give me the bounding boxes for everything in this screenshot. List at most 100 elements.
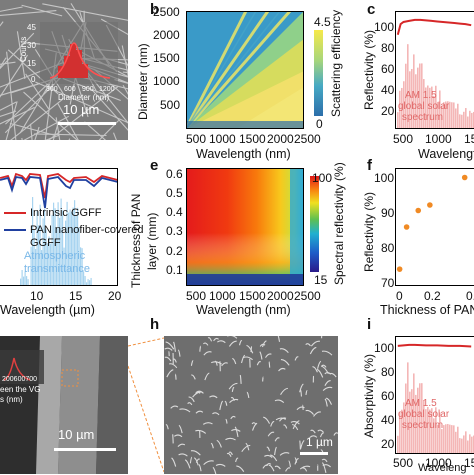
b-ytick-1500: 1500 [153, 52, 180, 64]
zoom-connector [128, 336, 164, 474]
d-legend-3: GGFF [30, 237, 61, 249]
d-xtick-15: 15 [69, 290, 82, 302]
c-ytick-60: 60 [381, 63, 394, 75]
inset-histogram [40, 22, 118, 84]
d-xtick-10: 10 [30, 290, 43, 302]
i-xtick-500: 500 [393, 457, 413, 469]
legend-swatch-blue [4, 229, 26, 231]
c-ytick-80: 80 [381, 42, 394, 54]
e-ytick-0.2: 0.2 [166, 245, 183, 257]
flake [173, 434, 174, 443]
i-ytick-60: 60 [381, 390, 394, 402]
f-ylabel: Reflectivity (%) [363, 192, 375, 272]
d-legend-2: PAN nanofiber-covered [30, 224, 144, 236]
i-annot-3: spectrum [402, 420, 443, 432]
sem-image-h: 1 µm [164, 336, 338, 474]
f-xtick-0.2: 0.2 [424, 290, 441, 302]
d-xlabel: Wavelength (µm) [0, 304, 95, 317]
e-cbar-min: 15 [314, 274, 327, 286]
c-ytick-100: 100 [374, 21, 394, 33]
d-annot-1: Atmospheric [24, 250, 85, 262]
b-xtick-2000: 2000 [267, 133, 294, 145]
c-xtick-500: 500 [393, 133, 413, 145]
frame-b [186, 11, 304, 129]
legend-swatch-red [4, 212, 26, 214]
d-annot-2: transmittance [24, 263, 90, 275]
b-cbar-min: 0 [316, 118, 323, 130]
scale-bar-h [300, 452, 328, 455]
e-xtick-2500: 2500 [294, 290, 321, 302]
i-ytick-20: 20 [381, 438, 394, 450]
f-xlabel: Thickness of PAN [380, 304, 474, 317]
c-ylabel: Reflectivity (%) [363, 30, 375, 110]
b-cbar-label: Scattering efficiency [330, 10, 342, 117]
flake [300, 441, 301, 450]
scale-bar-a [58, 122, 116, 125]
colorbar-b [314, 30, 323, 116]
scale-bar-label-a: 10 µm [63, 104, 99, 116]
panel-label-c: c [367, 2, 375, 17]
g-inset-l2: s (nm) [0, 394, 23, 406]
e-cbar-max: 100 [312, 172, 332, 184]
c-xlabel: Wavelength [418, 148, 474, 161]
c-xtick-1000: 1000 [425, 133, 452, 145]
e-xlabel: Wavelength (nm) [196, 304, 291, 317]
i-ylabel: Absorptivity (%) [363, 354, 375, 438]
e-xtick-1000: 1000 [209, 290, 236, 302]
f-ytick-70: 70 [381, 277, 394, 289]
b-xtick-1000: 1000 [209, 133, 236, 145]
scale-bar-label-g: 10 µm [58, 429, 94, 441]
scale-bar-g [54, 448, 116, 451]
e-ytick-0.4: 0.4 [166, 206, 183, 218]
fiber-texture [0, 0, 128, 140]
frame-f [395, 168, 474, 286]
f-xtick-0: 0 [396, 290, 403, 302]
flake [263, 377, 264, 381]
panel-label-h: h [150, 317, 159, 332]
b-ytick-1000: 1000 [153, 75, 180, 87]
f-ytick-80: 80 [381, 242, 394, 254]
e-xtick-500: 500 [186, 290, 206, 302]
e-ylabel-2: layer (mm) [146, 213, 158, 270]
i-xlabel: Waveleng [418, 462, 467, 475]
panel-label-e: e [150, 158, 158, 173]
c-ytick-40: 40 [381, 84, 394, 96]
e-xtick-1500: 1500 [239, 290, 266, 302]
e-xtick-2000: 2000 [267, 290, 294, 302]
e-cbar-label: Spectral reflectivity (%) [333, 162, 345, 285]
e-ytick-0.5: 0.5 [166, 187, 183, 199]
inset-tick-0: 0 [31, 74, 35, 86]
colorbar-e [310, 176, 319, 272]
inset-tick-45: 45 [27, 22, 36, 34]
c-annot-3: spectrum [402, 112, 443, 124]
sem-image-g: 200600700 een the VG s (nm) 10 µm [0, 336, 128, 474]
b-xtick-2500: 2500 [294, 133, 321, 145]
b-xtick-1500: 1500 [239, 133, 266, 145]
d-xtick-20: 20 [108, 290, 121, 302]
panel-label-i: i [367, 317, 371, 332]
e-ytick-0.3: 0.3 [166, 225, 183, 237]
f-xtick-0.x: 0. [466, 290, 474, 302]
e-ytick-0.6: 0.6 [166, 168, 183, 180]
i-ytick-100: 100 [374, 342, 394, 354]
b-xlabel: Wavelength (nm) [196, 148, 291, 161]
sem-image-a: 45 30 15 0 Counts 300 600 900 1200 Diame… [0, 0, 128, 140]
e-ylabel-1: Thickness of PAN [130, 194, 142, 288]
f-ytick-100: 100 [374, 172, 394, 184]
i-ytick-80: 80 [381, 366, 394, 378]
panel-label-f: f [367, 158, 372, 173]
scale-bar-label-h: 1 µm [306, 436, 333, 448]
c-xtick-150: 150 [464, 133, 474, 145]
b-ytick-2500: 2500 [153, 6, 180, 18]
b-xtick-500: 500 [186, 133, 206, 145]
inset-x-300: 300 [46, 84, 58, 96]
frame-e [186, 168, 304, 286]
b-ytick-2000: 2000 [153, 29, 180, 41]
frame-i [395, 336, 474, 454]
b-ylabel: Diameter (nm) [137, 43, 149, 120]
inset-ylabel: Counts [18, 37, 30, 62]
e-ytick-0.1: 0.1 [166, 264, 183, 276]
b-ytick-500: 500 [160, 99, 180, 111]
i-ytick-40: 40 [381, 414, 394, 426]
f-ytick-90: 90 [381, 207, 394, 219]
